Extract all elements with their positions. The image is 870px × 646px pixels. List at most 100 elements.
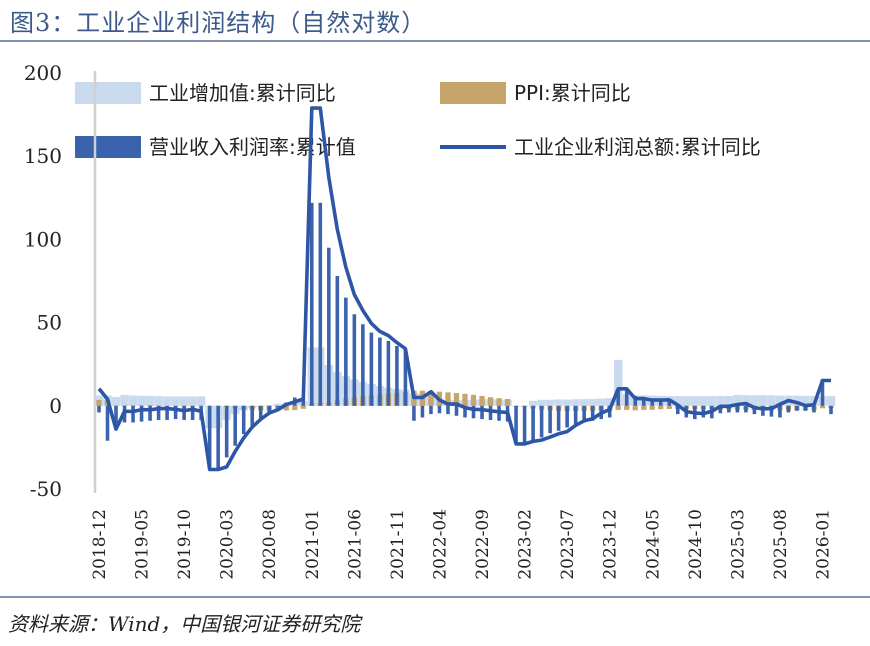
industrial-value-added-bar (605, 398, 614, 406)
revenue-margin-bar (361, 324, 365, 406)
revenue-margin-bar (105, 405, 110, 441)
revenue-margin-bar (301, 396, 306, 406)
revenue-margin-bar (582, 405, 586, 423)
industrial-value-added-bar (707, 396, 717, 406)
revenue-margin-bar (446, 405, 450, 415)
revenue-margin-bar (318, 202, 323, 406)
industrial-value-added-bar (137, 395, 146, 406)
ppi-bar (130, 405, 136, 406)
legend-swatch (75, 136, 141, 158)
revenue-margin-bar (820, 379, 825, 406)
industrial-value-added-bar (145, 395, 155, 406)
revenue-margin-bar (616, 389, 620, 406)
industrial-value-added-bar (682, 396, 691, 406)
industrial-value-added-bar (724, 395, 734, 406)
revenue-margin-bar (250, 405, 254, 426)
industrial-value-added-bar (792, 395, 802, 406)
ppi-bar (300, 405, 306, 409)
industrial-value-added-bar (673, 396, 682, 406)
revenue-margin-bar (650, 399, 655, 406)
revenue-margin-bar (633, 395, 638, 406)
revenue-margin-bar (148, 405, 152, 421)
y-tick-label: 100 (24, 227, 62, 251)
revenue-margin-bar (156, 405, 161, 420)
profit-total-series (97, 106, 831, 472)
x-tick-label: 2025-03 (728, 509, 748, 580)
revenue-margin-bar (667, 400, 672, 406)
revenue-margin-bar (624, 389, 629, 406)
industrial-value-added-bar (265, 405, 274, 406)
industrial-value-added-bar (690, 396, 699, 406)
industrial-value-added-bar (588, 398, 597, 406)
legend-label: 营业收入利润率:累计值 (149, 135, 356, 159)
revenue-margin-bar (565, 405, 569, 428)
chart-title: 图3：工业企业利润结构（自然对数） (10, 9, 427, 37)
industrial-value-added-bar (699, 396, 708, 406)
y-axis: 200 150 100 50 0 -50 (24, 61, 97, 501)
ppi-bar (641, 405, 647, 410)
ppi-bar (615, 405, 621, 410)
ppi-bar (292, 405, 298, 411)
revenue-margin-bar (641, 398, 646, 406)
industrial-value-added-bar (562, 399, 572, 406)
ppi-bar (496, 398, 502, 406)
revenue-margin-bar (173, 405, 178, 420)
ppi-bar (658, 405, 664, 410)
ppi-bar (487, 397, 494, 406)
revenue-margin-bar (114, 405, 118, 428)
revenue-margin-bar (216, 405, 220, 471)
title-rule (0, 40, 870, 42)
revenue-margin-bar (795, 405, 799, 411)
revenue-margin-bar (752, 405, 757, 415)
x-tick-label: 2024-10 (686, 509, 706, 580)
revenue-margin-bar (412, 405, 416, 421)
revenue-margin-bar (420, 405, 425, 418)
ppi-bar (479, 395, 485, 406)
revenue-margin-bar (403, 349, 408, 406)
revenue-margin-bar (676, 405, 680, 415)
revenue-margin-bar (590, 405, 595, 421)
x-tick-label: 2019-05 (133, 509, 153, 580)
industrial-value-added-bar (750, 395, 759, 406)
revenue-margin-bar (275, 405, 280, 408)
ppi-bar (819, 405, 826, 409)
revenue-margin-bar (769, 405, 774, 417)
revenue-margin-bar (829, 405, 833, 415)
y-tick-label: 200 (24, 61, 62, 85)
industrial-value-added-bar (196, 396, 206, 406)
y-tick-label: -50 (30, 477, 62, 501)
revenue-margin-bar (718, 405, 723, 414)
revenue-margin-bar (514, 405, 518, 445)
y-tick-label: 150 (24, 144, 62, 168)
x-tick-label: 2021-01 (303, 509, 323, 580)
revenue-margin-bar (335, 276, 340, 406)
revenue-margin-bar (233, 405, 237, 446)
industrial-value-added-bar (111, 396, 121, 406)
revenue-margin-bar (310, 202, 314, 406)
x-tick-label: 2021-06 (345, 509, 365, 580)
industrial-value-added-bar (775, 395, 785, 406)
revenue-margin-bar (803, 405, 808, 411)
revenue-margin-bar (139, 405, 144, 422)
x-tick-label: 2019-10 (175, 509, 195, 580)
industrial-value-added-bar (826, 396, 836, 406)
industrial-value-added-bar (120, 394, 129, 406)
revenue-margin-bar (369, 332, 374, 406)
revenue-margin-bar (556, 405, 561, 431)
ppi-bar (147, 405, 153, 406)
ppi-bar (666, 405, 672, 409)
industrial-value-added-bar (188, 396, 197, 406)
revenue-margin-bar (463, 405, 467, 418)
industrial-value-added-bar (733, 394, 742, 406)
x-tick-label: 2025-08 (771, 509, 791, 580)
profit-total-line (97, 106, 831, 472)
revenue-margin-bar (429, 405, 433, 415)
revenue-margin-bar (522, 405, 527, 445)
revenue-margin-bar (548, 405, 552, 434)
revenue-margin-bar (395, 345, 399, 406)
revenue-margin-bar (327, 247, 331, 406)
x-tick-label: 2023-12 (601, 509, 621, 580)
revenue-margin-bar (607, 405, 612, 418)
ppi-bar (121, 405, 128, 407)
